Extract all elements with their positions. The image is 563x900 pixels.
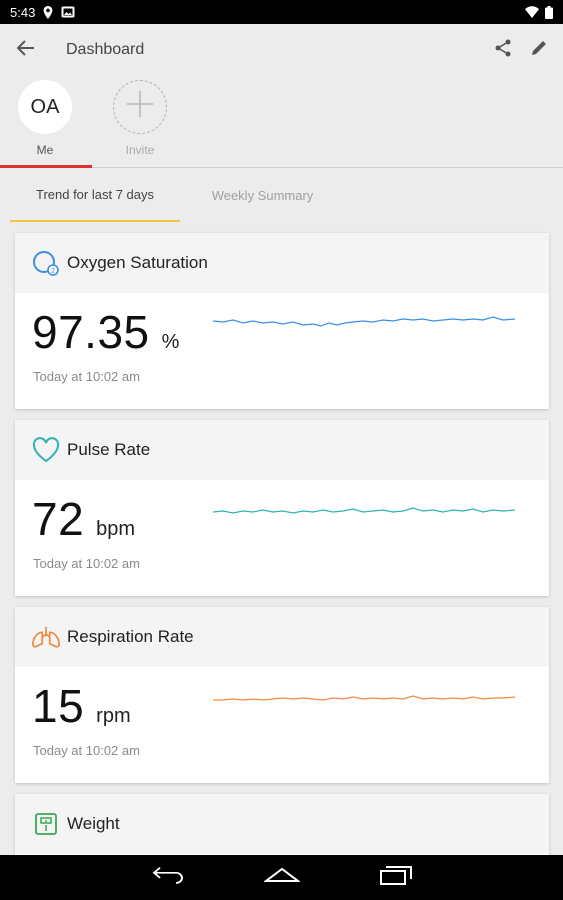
tab-weekly-summary[interactable]: Weekly Summary bbox=[211, 187, 314, 203]
card-header[interactable]: Weight bbox=[15, 794, 549, 854]
pulse-trend-sparkline bbox=[213, 507, 515, 514]
share-icon bbox=[495, 39, 511, 62]
share-button[interactable] bbox=[485, 24, 521, 76]
page-title: Dashboard bbox=[66, 41, 145, 58]
system-nav-bar bbox=[0, 855, 563, 900]
back-button[interactable] bbox=[0, 24, 52, 76]
scale-icon bbox=[31, 809, 61, 839]
app-bar: Dashboard bbox=[0, 24, 563, 76]
edit-button[interactable] bbox=[521, 24, 557, 76]
card-title: Respiration Rate bbox=[67, 627, 194, 646]
card-title: Weight bbox=[67, 814, 120, 833]
oxygen-timestamp: Today at 10:02 am bbox=[33, 369, 140, 384]
tab-bar: Trend for last 7 days Weekly Summary bbox=[0, 168, 563, 222]
selected-profile-indicator bbox=[0, 165, 92, 168]
status-time: 5:43 bbox=[10, 4, 36, 20]
edit-icon bbox=[531, 40, 547, 61]
profile-me-label: Me bbox=[36, 143, 54, 157]
card-header[interactable]: Respiration Rate bbox=[15, 607, 549, 667]
wifi-icon bbox=[525, 6, 539, 18]
arrow-left-icon bbox=[16, 39, 35, 61]
photo-icon bbox=[61, 6, 75, 18]
card-header[interactable]: Pulse Rate bbox=[15, 420, 549, 480]
profile-selector: OA Me Invite bbox=[0, 76, 563, 168]
card-body[interactable]: 97.35 % Today at 10:02 am bbox=[15, 293, 549, 409]
status-bar: 5:43 bbox=[0, 0, 563, 24]
pulse-value: 72 bbox=[32, 493, 85, 545]
card-body[interactable]: 15 rpm Today at 10:02 am bbox=[15, 667, 549, 783]
oxygen-trend-sparkline bbox=[213, 316, 515, 327]
nav-recents-button[interactable] bbox=[374, 858, 418, 898]
svg-text:2: 2 bbox=[51, 268, 55, 275]
card-body[interactable]: 72 bpm Today at 10:02 am bbox=[15, 480, 549, 596]
pulse-timestamp: Today at 10:02 am bbox=[33, 556, 140, 571]
location-icon bbox=[43, 5, 53, 19]
heart-icon bbox=[31, 435, 61, 465]
pulse-unit: bpm bbox=[96, 518, 136, 540]
card-title: Oxygen Saturation bbox=[67, 253, 208, 272]
avatar: OA bbox=[18, 80, 72, 134]
battery-icon bbox=[545, 5, 553, 19]
home-nav-icon bbox=[262, 867, 301, 888]
oxygen-unit: % bbox=[161, 331, 180, 353]
pulse-rate-card[interactable]: Pulse Rate 72 bpm Today at 10:02 am bbox=[15, 420, 549, 596]
tab-trend[interactable]: Trend for last 7 days bbox=[10, 168, 180, 222]
oxygen-saturation-icon: 2 bbox=[31, 248, 61, 278]
respiration-timestamp: Today at 10:02 am bbox=[33, 743, 140, 758]
lungs-icon bbox=[31, 622, 61, 652]
nav-back-button[interactable] bbox=[146, 858, 190, 898]
profile-invite-label: Invite bbox=[125, 143, 155, 157]
respiration-trend-sparkline bbox=[213, 695, 515, 701]
oxygen-saturation-card[interactable]: 2 Oxygen Saturation 97.35 % Today at 10:… bbox=[15, 233, 549, 409]
nav-home-button[interactable] bbox=[260, 858, 304, 898]
respiration-unit: rpm bbox=[96, 705, 131, 727]
profile-me[interactable]: OA Me bbox=[0, 80, 90, 168]
recents-nav-icon bbox=[379, 865, 412, 890]
card-title: Pulse Rate bbox=[67, 440, 151, 459]
profile-invite[interactable]: Invite bbox=[95, 80, 185, 168]
respiration-value: 15 bbox=[32, 680, 85, 732]
oxygen-value: 97.35 bbox=[32, 306, 150, 358]
back-nav-icon bbox=[152, 866, 184, 889]
invite-avatar bbox=[113, 80, 167, 134]
plus-icon bbox=[125, 89, 155, 125]
respiration-rate-card[interactable]: Respiration Rate 15 rpm Today at 10:02 a… bbox=[15, 607, 549, 783]
card-header[interactable]: 2 Oxygen Saturation bbox=[15, 233, 549, 293]
